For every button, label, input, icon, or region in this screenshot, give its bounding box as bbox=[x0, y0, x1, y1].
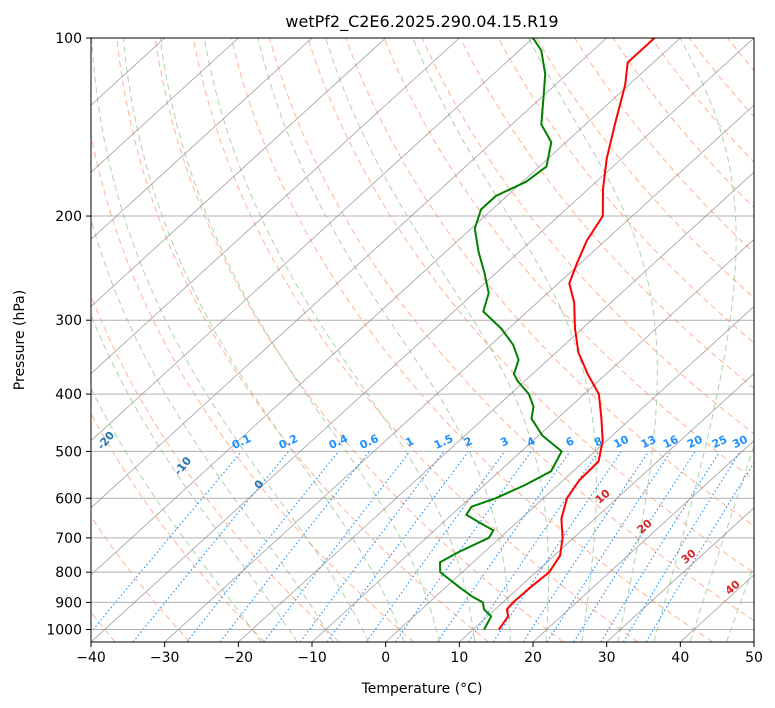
y-tick-label: 900 bbox=[55, 595, 82, 611]
mixing-ratio-line bbox=[468, 451, 600, 642]
mixing-ratio-label: 30 bbox=[730, 433, 750, 451]
dry-adiabat bbox=[230, 38, 713, 642]
series-temperature bbox=[498, 38, 656, 631]
x-tick-label: −20 bbox=[224, 650, 254, 666]
moist-adiabat bbox=[653, 38, 737, 642]
moist-adiabat bbox=[122, 38, 405, 642]
isotherm bbox=[91, 38, 607, 509]
series-dewpoint bbox=[439, 38, 563, 630]
mixing-ratio-line bbox=[436, 451, 571, 642]
mixing-ratio-line bbox=[186, 451, 340, 642]
x-tick-label: 40 bbox=[671, 650, 689, 666]
y-tick-label: 700 bbox=[55, 531, 82, 547]
moist-adiabat bbox=[257, 38, 511, 642]
isotherm bbox=[91, 38, 754, 642]
dry-adiabat bbox=[91, 412, 265, 642]
x-tick-label: 20 bbox=[524, 650, 542, 666]
y-axis-title: Pressure (hPa) bbox=[12, 290, 28, 390]
isotherm bbox=[459, 373, 754, 642]
dry-adiabat bbox=[91, 515, 191, 642]
dry-adiabat bbox=[91, 132, 415, 642]
y-axis: 1000 900 800 700 600 500 400 300 200 100 bbox=[46, 31, 91, 638]
moist-adiabat bbox=[689, 444, 754, 642]
isotherm bbox=[91, 38, 386, 307]
mixing-ratio-label: 13 bbox=[639, 433, 658, 451]
chart-title: wetPf2_C2E6.2025.290.04.15.R19 bbox=[285, 12, 558, 32]
mixing-ratio-label: 16 bbox=[661, 433, 681, 451]
plot-area: -100-90-80-70-60-50-40-30-20-10010203040… bbox=[91, 38, 771, 642]
mixing-ratio-line bbox=[132, 451, 290, 642]
dry-adiabat bbox=[269, 38, 754, 622]
moist-adiabat bbox=[325, 38, 550, 642]
mixing-ratio-line bbox=[326, 451, 469, 642]
isotherm bbox=[385, 305, 754, 642]
y-tick-label: 200 bbox=[55, 209, 82, 225]
y-tick-label: 400 bbox=[55, 387, 82, 403]
isotherm bbox=[532, 440, 754, 642]
dry-adiabat bbox=[116, 38, 489, 642]
dry-adiabat bbox=[307, 38, 754, 574]
mixing-ratio-label: 10 bbox=[612, 433, 632, 451]
x-tick-label: 10 bbox=[450, 650, 468, 666]
x-tick-label: −40 bbox=[76, 650, 106, 666]
mixing-ratio-line bbox=[546, 451, 672, 642]
isotherm bbox=[606, 507, 754, 642]
y-tick-label: 500 bbox=[55, 444, 82, 460]
x-tick-label: −30 bbox=[150, 650, 180, 666]
isotherm bbox=[164, 104, 754, 642]
mixing-ratio-label: 20 bbox=[685, 433, 705, 451]
mixing-ratio-line bbox=[492, 451, 622, 642]
x-tick-label: −10 bbox=[297, 650, 327, 666]
x-tick-label: 50 bbox=[745, 650, 763, 666]
mixing-ratio-label: 25 bbox=[710, 433, 729, 451]
mixing-ratio-line bbox=[365, 451, 506, 642]
isotherm bbox=[91, 38, 239, 173]
x-axis-title: Temperature (°C) bbox=[361, 681, 483, 697]
mixing-ratio-line bbox=[91, 451, 243, 633]
mixing-ratio-line bbox=[263, 451, 411, 642]
x-tick-label: 0 bbox=[381, 650, 390, 666]
isotherm bbox=[91, 38, 681, 576]
x-axis: −40 −30 −20 −10 0 10 20 30 40 50 bbox=[76, 642, 763, 666]
moist-adiabat bbox=[91, 218, 334, 642]
mixing-ratio-line bbox=[622, 451, 741, 642]
y-tick-label: 100 bbox=[55, 31, 82, 47]
profiles bbox=[439, 38, 656, 631]
mixing-ratio-line bbox=[573, 451, 696, 642]
y-tick-label: 800 bbox=[55, 565, 82, 581]
moist-adiabat bbox=[159, 38, 440, 642]
moist-adiabat bbox=[91, 313, 298, 642]
isobars bbox=[91, 38, 754, 630]
isotherm bbox=[238, 171, 754, 642]
isotherm bbox=[311, 238, 754, 642]
moist-adiabat bbox=[91, 387, 262, 642]
isotherm bbox=[91, 38, 534, 442]
mixing-ratio-line bbox=[600, 451, 721, 642]
x-tick-label: 30 bbox=[598, 650, 616, 666]
plot-frame bbox=[90, 37, 755, 643]
mixing-ratio-line bbox=[299, 451, 445, 642]
y-tick-label: 1000 bbox=[46, 622, 82, 638]
y-tick-label: 600 bbox=[55, 491, 82, 507]
isotherm bbox=[91, 38, 313, 240]
moist-adiabat bbox=[726, 563, 754, 642]
dry-adiabat bbox=[192, 38, 639, 642]
mixing-ratio-label: 36 bbox=[751, 433, 771, 451]
dry-adiabat bbox=[154, 38, 564, 642]
dry-adiabat bbox=[536, 38, 754, 299]
mixing-ratio-line bbox=[522, 451, 650, 642]
moist-adiabat bbox=[91, 38, 370, 642]
moist-adiabat bbox=[412, 38, 597, 642]
isotherms bbox=[91, 38, 754, 642]
isotherm bbox=[91, 38, 460, 375]
y-tick-label: 300 bbox=[55, 313, 82, 329]
moist-adiabat bbox=[203, 38, 476, 642]
